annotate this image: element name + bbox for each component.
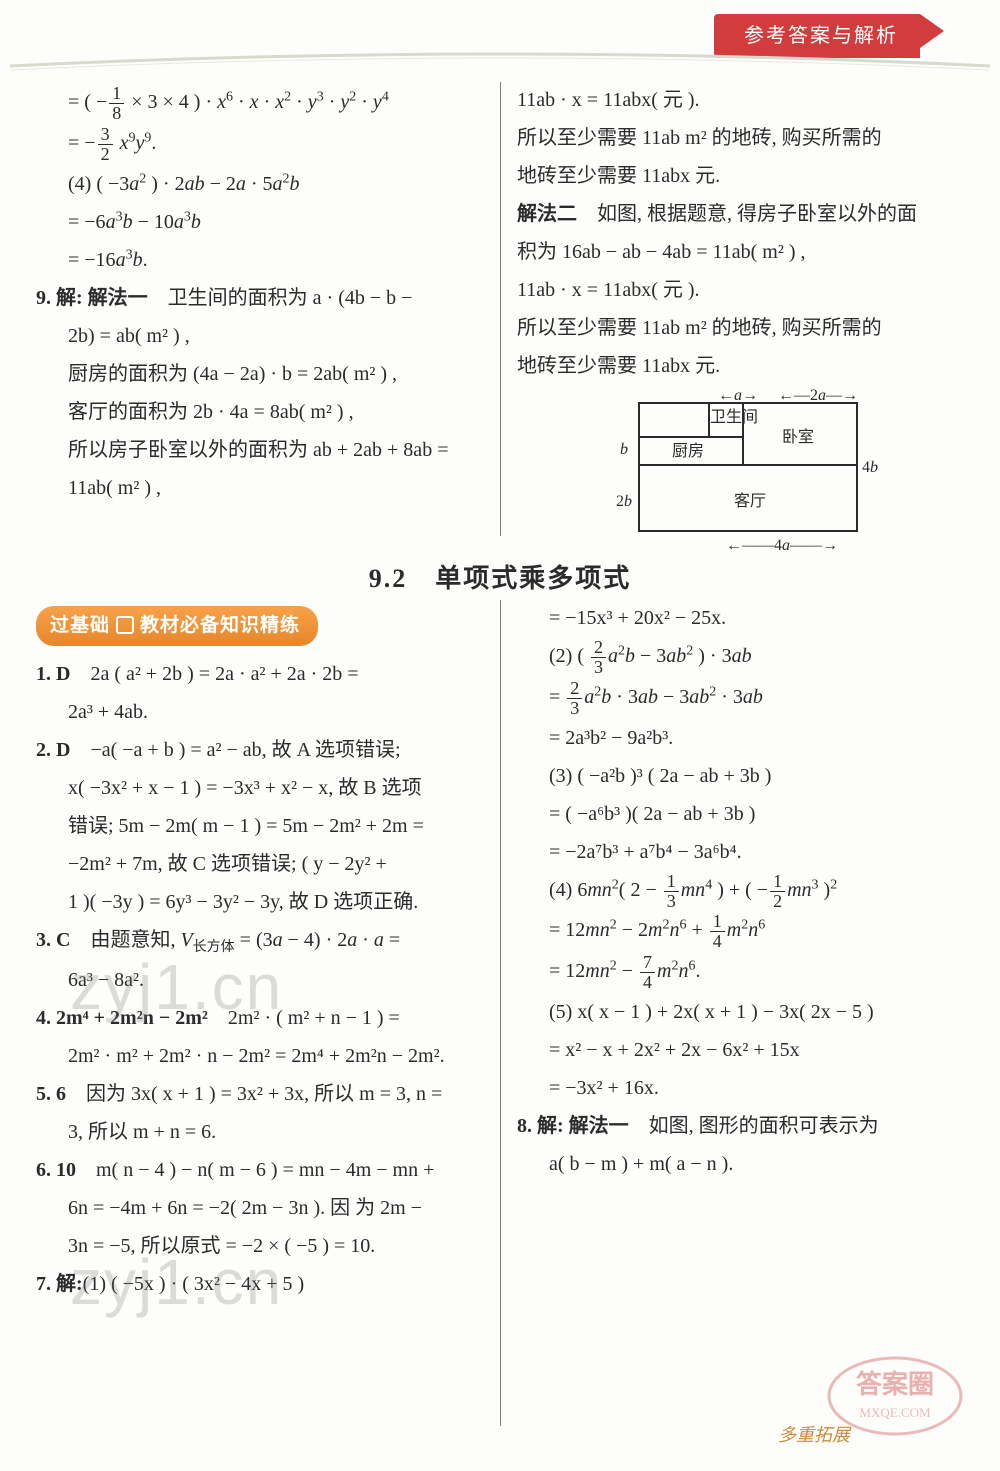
q6: 6. 10 m( n − 4 ) − n( m − 6 ) = mn − 4m … [36, 1152, 483, 1188]
eq-line: 错误; 5m − 2m( m − 1 ) = 5m − 2m² + 2m = [36, 808, 483, 844]
q2: 2. D −a( −a + b ) = a² − ab, 故 A 选项错误; [36, 732, 483, 768]
eq-line: = x² − x + 2x² + 2x − 6x² + 15x [517, 1032, 964, 1068]
eq-line: 11ab( m² ) , [36, 470, 483, 506]
eq-line: (4) 6mn2( 2 − 13mn4 ) + ( −12mn3 )2 [517, 872, 964, 911]
eq-line: 解法二 如图, 根据题意, 得房子卧室以外的面 [517, 196, 964, 232]
sheet-icon [116, 616, 134, 634]
eq-line: = −2a⁷b³ + a⁷b⁴ − 3a⁶b⁴. [517, 834, 964, 870]
q4: 4. 2m⁴ + 2m²n − 2m² 2m² · ( m² + n − 1 )… [36, 1000, 483, 1036]
q3: 3. C 由题意知, V长方体 = (3a − 4) · 2a · a = [36, 922, 483, 960]
eq-line: 厨房的面积为 (4a − 2a) · b = 2ab( m² ) , [36, 356, 483, 392]
eq-line: 2m² · m² + 2m² · n − 2m² = 2m⁴ + 2m²n − … [36, 1038, 483, 1074]
q9-line: 9. 解: 解法一 卫生间的面积为 a · (4b − b − [36, 280, 483, 316]
eq-line: 积为 16ab − ab − 4ab = 11ab( m² ) , [517, 234, 964, 270]
eq-line: = ( −a⁶b³ )( 2a − ab + 3b ) [517, 796, 964, 832]
eq-line: = 23a2b · 3ab − 3ab2 · 3ab [517, 679, 964, 718]
q7: 7. 解:(1) ( −5x ) · ( 3x² − 4x + 5 ) [36, 1266, 483, 1302]
eq-line: 所以至少需要 11ab m² 的地砖, 购买所需的 [517, 310, 964, 346]
header-swoosh [0, 48, 1000, 84]
eq-line: 地砖至少需要 11abx 元. [517, 158, 964, 194]
eq-line: 6a³ − 8a². [36, 962, 483, 998]
eq-line: 所以至少需要 11ab m² 的地砖, 购买所需的 [517, 120, 964, 156]
eq-line: 11ab · x = 11abx( 元 ). [517, 272, 964, 308]
pill-basics: 过基础教材必备知识精练 [36, 606, 318, 646]
eq-line: 客厅的面积为 2b · 4a = 8ab( m² ) , [36, 394, 483, 430]
eq-line: = 12mn2 − 2m2n6 + 14m2n6 [517, 912, 964, 951]
eq-line: 1 )( −3y ) = 6y³ − 3y² − 3y, 故 D 选项正确. [36, 884, 483, 920]
q5: 5. 6 因为 3x( x + 1 ) = 3x² + 3x, 所以 m = 3… [36, 1076, 483, 1112]
eq-line: 2a³ + 4ab. [36, 694, 483, 730]
eq-line: = 2a³b² − 9a²b³. [517, 720, 964, 756]
eq-line: x( −3x² + x − 1 ) = −3x³ + x² − x, 故 B 选… [36, 770, 483, 806]
eq-line: 3, 所以 m + n = 6. [36, 1114, 483, 1150]
eq-line: 11ab · x = 11abx( 元 ). [517, 82, 964, 118]
eq-line: 6n = −4m + 6n = −2( 2m − 3n ). 因 为 2m − [36, 1190, 483, 1226]
eq-line: = −6a3b − 10a3b [36, 204, 483, 240]
eq-line: 3n = −5, 所以原式 = −2 × ( −5 ) = 10. [36, 1228, 483, 1264]
section-title: 9.2 单项式乘多项式 [0, 556, 1000, 603]
eq-line: = −32 x9y9. [36, 125, 483, 164]
eq-line: = −15x³ + 20x² − 25x. [517, 600, 964, 636]
eq-line: 所以房子卧室以外的面积为 ab + 2ab + 8ab = [36, 432, 483, 468]
footer-text: 多重拓展 [778, 1419, 850, 1451]
eq-line: 2b) = ab( m² ) , [36, 318, 483, 354]
eq-line: = −3x² + 16x. [517, 1070, 964, 1106]
eq-line: (5) x( x − 1 ) + 2x( x + 1 ) − 3x( 2x − … [517, 994, 964, 1030]
eq-line: = ( −18 × 3 × 4 ) · x6 · x · x2 · y3 · y… [36, 84, 483, 123]
eq-line: (3) ( −a²b )³ ( 2a − ab + 3b ) [517, 758, 964, 794]
eq-line: = 12mn2 − 74m2n6. [517, 953, 964, 992]
eq-line: (2) ( 23a2b − 3ab2 ) · 3ab [517, 638, 964, 677]
eq-line: a( b − m ) + m( a − n ). [517, 1146, 964, 1182]
eq-line: −2m² + 7m, 故 C 选项错误; ( y − 2y² + [36, 846, 483, 882]
eq-line: (4) ( −3a2 ) · 2ab − 2a · 5a2b [36, 166, 483, 202]
eq-line: = −16a3b. [36, 242, 483, 278]
eq-line: 地砖至少需要 11abx 元. [517, 348, 964, 384]
floorplan-diagram: 卫生间 卧室 厨房 客厅 ←a→ ←—2a—→ b 2b 4b ←——4a——→ [618, 384, 878, 548]
q1: 1. D 2a ( a² + 2b ) = 2a · a² + 2a · 2b … [36, 656, 483, 692]
q8: 8. 解: 解法一 如图, 图形的面积可表示为 [517, 1108, 964, 1144]
